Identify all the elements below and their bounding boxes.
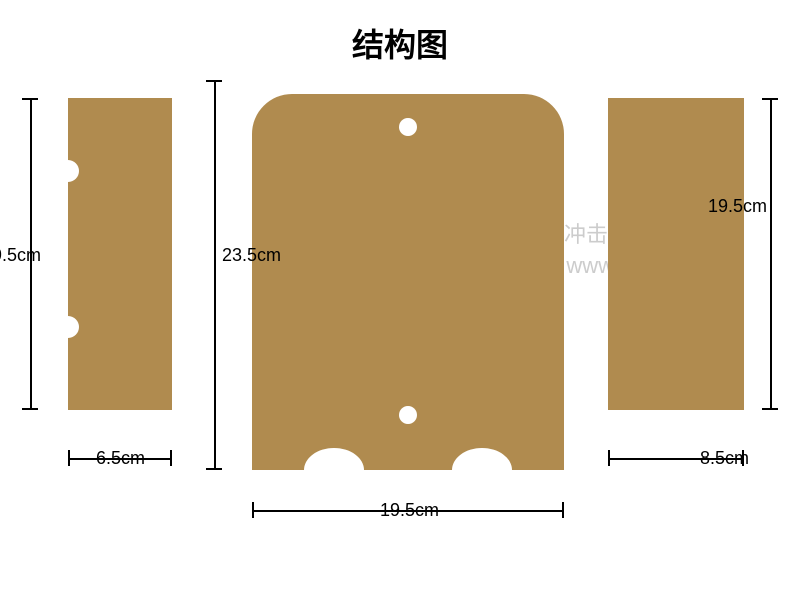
- dim-tick: [170, 450, 172, 466]
- dim-mid-width-label: 19.5cm: [380, 500, 439, 521]
- panel-middle-bottom-notch: [304, 448, 364, 492]
- dim-tick: [22, 408, 38, 410]
- dim-right-height-label: 19.5cm: [708, 196, 767, 217]
- dim-tick: [206, 80, 222, 82]
- panel-right: [608, 98, 744, 410]
- panel-middle-bottom-notch: [452, 448, 512, 492]
- dim-tick: [22, 98, 38, 100]
- dim-tick: [608, 450, 610, 466]
- dim-right-height-bar: [770, 98, 772, 410]
- panel-middle-hole-bottom: [399, 406, 417, 424]
- panel-middle: [252, 94, 564, 470]
- dim-tick: [762, 98, 778, 100]
- panel-left: [68, 98, 172, 410]
- dim-tick: [68, 450, 70, 466]
- dim-right-width-label: 8.5cm: [700, 448, 749, 469]
- panel-left-notch: [57, 160, 79, 182]
- dim-left-width-label: 6.5cm: [96, 448, 145, 469]
- dim-tick: [762, 408, 778, 410]
- dim-tick: [206, 468, 222, 470]
- dim-mid-height-label: 23.5cm: [222, 245, 281, 266]
- panel-middle-hole-top: [399, 118, 417, 136]
- panel-left-notch: [57, 316, 79, 338]
- dim-tick: [252, 502, 254, 518]
- dim-tick: [562, 502, 564, 518]
- dim-left-height-label: 19.5cm: [0, 245, 41, 266]
- dim-mid-height-bar: [214, 80, 216, 470]
- diagram-title: 结构图: [0, 20, 800, 66]
